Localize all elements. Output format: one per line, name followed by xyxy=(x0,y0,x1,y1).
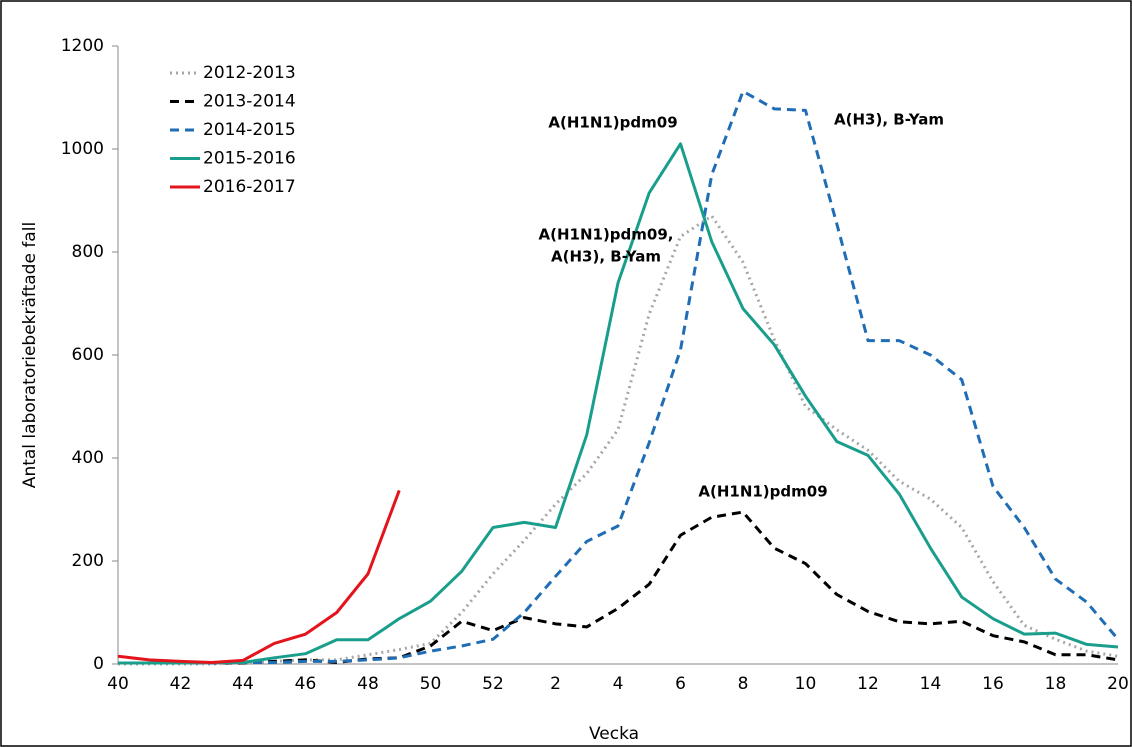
y-tick-label: 800 xyxy=(72,242,104,262)
x-tick-label: 6 xyxy=(675,674,686,694)
series-line xyxy=(118,142,1119,665)
x-tick-label: 2 xyxy=(550,674,561,694)
annotation: A(H1N1)pdm09, xyxy=(539,226,674,244)
y-tick-label: 600 xyxy=(72,345,104,365)
series-line xyxy=(118,214,1119,666)
x-tick-label: 50 xyxy=(420,674,442,694)
y-tick-label: 1000 xyxy=(61,139,104,159)
legend-label: 2012-2013 xyxy=(203,63,296,83)
y-tick-label: 0 xyxy=(93,654,104,674)
legend-label: 2014-2015 xyxy=(203,120,296,140)
x-tick-label: 14 xyxy=(920,674,942,694)
x-tick-label: 8 xyxy=(738,674,749,694)
x-tick-label: 48 xyxy=(357,674,379,694)
x-tick-label: 46 xyxy=(295,674,317,694)
y-tick-label: 1200 xyxy=(61,36,104,56)
x-tick-label: 4 xyxy=(613,674,624,694)
annotation: A(H1N1)pdm09 xyxy=(548,114,677,132)
x-tick-label: 18 xyxy=(1045,674,1067,694)
legend-label: 2015-2016 xyxy=(203,149,296,169)
x-tick-label: 40 xyxy=(107,674,129,694)
legend-label: 2016-2017 xyxy=(203,177,296,197)
x-tick-label: 12 xyxy=(857,674,879,694)
x-tick-label: 44 xyxy=(232,674,254,694)
y-tick-label: 400 xyxy=(72,448,104,468)
series-line xyxy=(117,489,401,664)
y-axis-title: Antal laboratoriebekräftade fall xyxy=(20,222,40,488)
x-tick-label: 20 xyxy=(1107,674,1129,694)
x-axis-title: Vecka xyxy=(589,724,639,744)
annotation: A(H1N1)pdm09 xyxy=(698,483,827,501)
x-tick-label: 10 xyxy=(795,674,817,694)
y-tick-label: 200 xyxy=(72,551,104,571)
annotation: A(H3), B-Yam xyxy=(834,111,944,129)
series-line xyxy=(118,89,1120,665)
legend-label: 2013-2014 xyxy=(203,92,296,112)
x-tick-label: 16 xyxy=(982,674,1004,694)
x-tick-label: 52 xyxy=(482,674,504,694)
annotation: A(H3), B-Yam xyxy=(551,248,661,266)
x-tick-label: 42 xyxy=(170,674,192,694)
series-line xyxy=(118,510,1119,665)
